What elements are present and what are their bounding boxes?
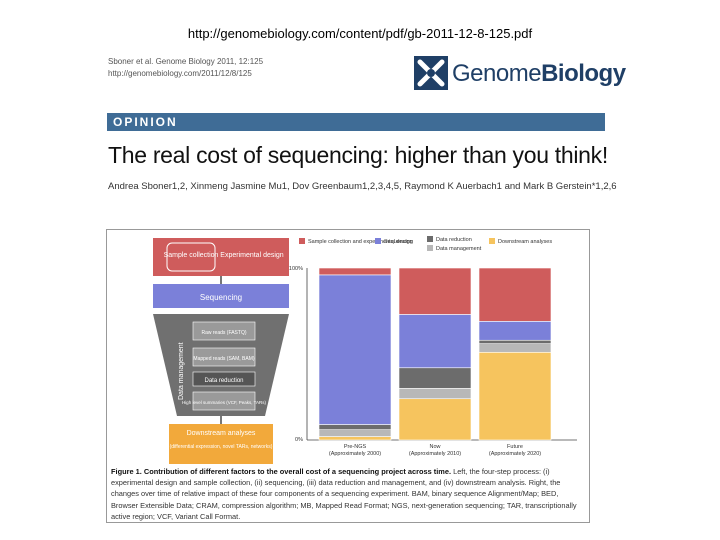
downstream-detail-label: (differential expression, novel TARs, ne… xyxy=(170,444,273,450)
x-tick-label-2-0: Future xyxy=(507,444,523,450)
legend-swatch-management xyxy=(427,245,433,251)
legend-label-downstream: Downstream analyses xyxy=(498,239,552,245)
y-top-label: 100% xyxy=(289,266,303,272)
logo-word-genome: Genome xyxy=(452,60,542,87)
y-bottom-label: 0% xyxy=(295,437,303,443)
mapped-reads-box xyxy=(192,347,256,367)
logo-x-icon xyxy=(414,56,448,90)
x-tick-label-2-1: (Approximately 2020) xyxy=(489,451,541,457)
downstream-box xyxy=(169,424,273,464)
caption-body: Left, the four-step process: (i) experim… xyxy=(111,467,577,521)
figure-svg: Sample collection Experimental design Se… xyxy=(153,236,577,464)
bar-segment-2-2 xyxy=(478,339,552,344)
logo-word-biology: Biology xyxy=(541,60,626,87)
banner-label: OPINION xyxy=(113,115,178,129)
sequencing-box xyxy=(153,284,289,308)
summaries-label: High level summaries (VCF, Peaks, TARs) xyxy=(182,400,267,405)
bar-segment-0-3 xyxy=(318,274,392,425)
article-title: The real cost of sequencing: higher than… xyxy=(108,142,608,168)
citation-journal: Sboner et al. Genome Biology 2011, 12:12… xyxy=(108,57,264,66)
workflow-diagram: Sample collection Experimental design Se… xyxy=(153,238,289,464)
raw-reads-label: Raw reads (FASTQ) xyxy=(201,330,246,336)
bar-segment-2-0 xyxy=(478,351,552,441)
article-authors: Andrea Sboner1,2, Xinmeng Jasmine Mu1, D… xyxy=(108,181,617,192)
x-tick-label-0-0: Pre-NGS xyxy=(344,444,367,450)
data-reduction-box xyxy=(192,371,256,387)
citation-link[interactable]: http://genomebiology.com/2011/12/8/125 xyxy=(108,69,252,78)
data-management-label: Data management xyxy=(178,342,185,400)
legend-swatch-downstream xyxy=(489,238,495,244)
logo-wordmark: GenomeBiology xyxy=(452,60,626,88)
legend-label-sequencing: Sequencing xyxy=(384,239,413,245)
raw-reads-box xyxy=(192,321,256,341)
bar-segment-0-4 xyxy=(318,267,392,276)
bar-segment-1-1 xyxy=(398,388,472,400)
legend-swatch-reduction xyxy=(427,236,433,242)
legend-swatch-sequencing xyxy=(375,238,381,244)
opinion-banner: OPINION xyxy=(107,113,605,131)
chart-legend: Sample collection and experimental desig… xyxy=(299,236,552,252)
x-tick-label-0-1: (Approximately 2000) xyxy=(329,451,381,457)
citation: Sboner et al. Genome Biology 2011, 12:12… xyxy=(108,56,263,80)
x-tick-labels: Pre-NGS(Approximately 2000)Now(Approxima… xyxy=(329,444,541,457)
mapped-reads-label: Mapped reads (SAM, BAM) xyxy=(193,356,254,362)
legend-swatch-sample xyxy=(299,238,305,244)
bar-segment-0-1 xyxy=(318,429,392,437)
x-tick-label-1-0: Now xyxy=(429,444,440,450)
bar-segment-1-0 xyxy=(398,398,472,441)
downstream-label: Downstream analyses xyxy=(187,430,256,437)
bar-segment-0-0 xyxy=(318,436,392,441)
design-box xyxy=(153,238,289,276)
sequencing-label: Sequencing xyxy=(200,293,242,302)
stacked-bars xyxy=(318,267,552,441)
genome-biology-logo: GenomeBiology xyxy=(414,56,626,90)
bar-segment-2-4 xyxy=(478,267,552,322)
legend-label-management: Data management xyxy=(436,246,482,252)
bar-segment-1-3 xyxy=(398,314,472,369)
summaries-box xyxy=(192,391,256,411)
bar-segment-2-1 xyxy=(478,343,552,353)
sample-collection-label: Sample collection xyxy=(164,252,219,259)
legend-label-sample: Sample collection and experimental desig… xyxy=(308,239,413,245)
legend-label-reduction: Data reduction xyxy=(436,237,472,243)
x-tick-label-1-1: (Approximately 2010) xyxy=(409,451,461,457)
figure-1: Sample collection Experimental design Se… xyxy=(106,229,590,523)
pdf-url: http://genomebiology.com/content/pdf/gb-… xyxy=(187,26,533,41)
figure-caption: Figure 1. Contribution of different fact… xyxy=(111,466,585,522)
bar-segment-2-3 xyxy=(478,321,552,341)
bar-segment-1-2 xyxy=(398,367,472,389)
bar-segment-1-4 xyxy=(398,267,472,315)
caption-heading: Figure 1. Contribution of different fact… xyxy=(111,467,452,476)
experimental-design-label: Experimental design xyxy=(220,252,284,259)
data-reduction-label: Data reduction xyxy=(204,378,243,384)
bar-segment-0-2 xyxy=(318,424,392,430)
sample-tube-icon xyxy=(166,242,216,272)
